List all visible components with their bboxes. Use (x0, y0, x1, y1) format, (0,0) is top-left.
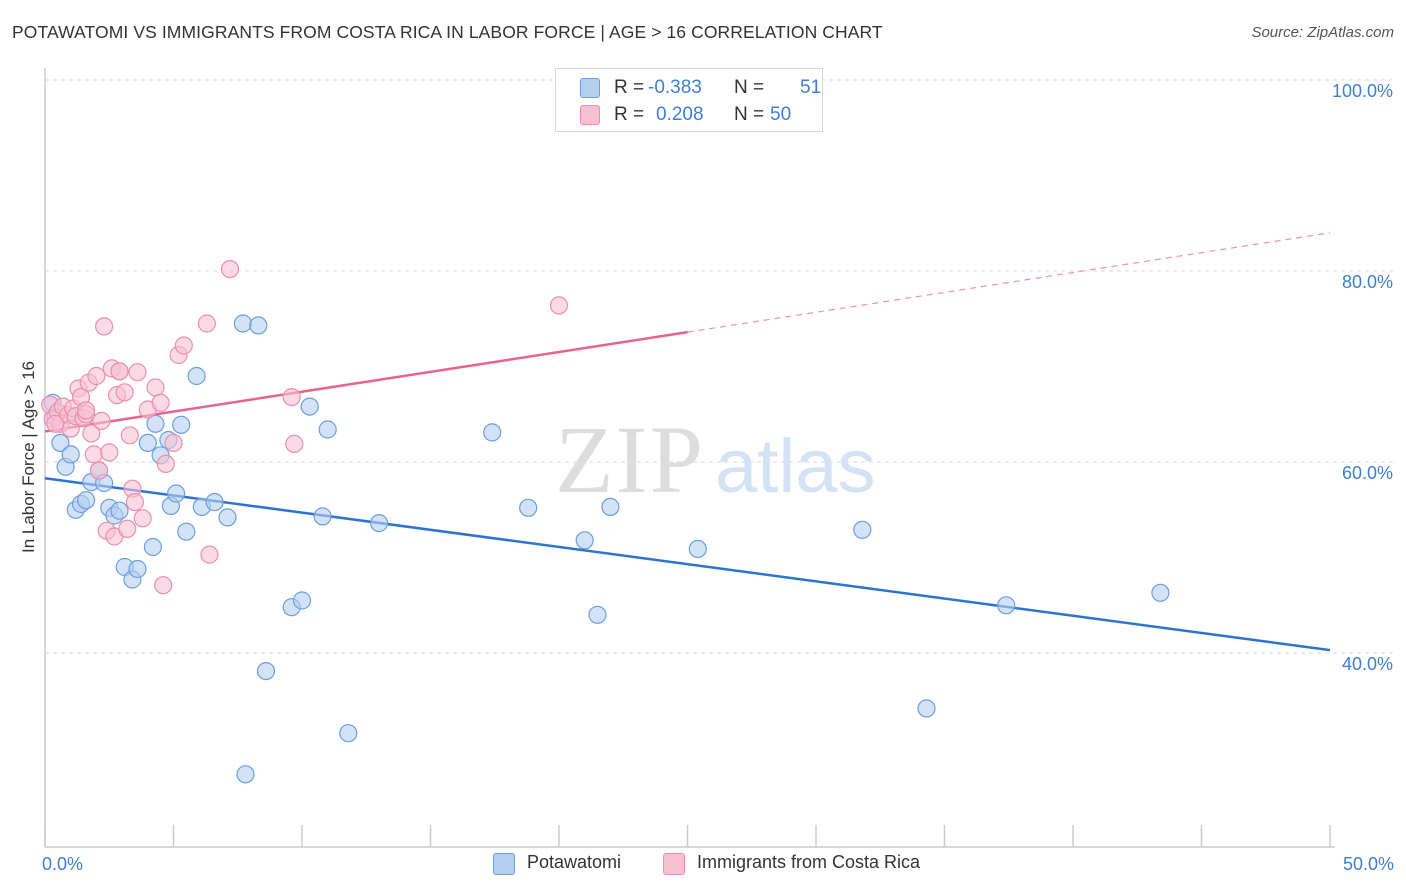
n-label: N = (734, 77, 765, 98)
legend-swatch-pink (580, 105, 600, 125)
point-costa-rica (84, 445, 103, 464)
r-value: 0.208 (656, 104, 704, 125)
point-costa-rica (151, 393, 170, 412)
point-potawatomi (143, 537, 162, 557)
chart-title: POTAWATOMI VS IMMIGRANTS FROM COSTA RICA… (12, 22, 883, 42)
point-costa-rica (110, 362, 129, 381)
point-costa-rica (220, 260, 240, 279)
point-potawatomi (110, 501, 129, 520)
legend-swatch-blue (493, 853, 515, 875)
point-potawatomi (76, 491, 96, 510)
point-costa-rica (285, 434, 304, 453)
point-costa-rica (154, 576, 173, 595)
point-costa-rica (125, 493, 144, 512)
stats-legend: R = -0.383 N = 51 R = 0.208 N = 50 (555, 68, 823, 132)
r-value: -0.383 (648, 77, 702, 98)
point-costa-rica (174, 336, 193, 355)
axis-layer (44, 68, 1335, 848)
point-potawatomi (146, 414, 165, 433)
y-tick-label: 80.0% (1342, 272, 1393, 292)
point-potawatomi (256, 661, 276, 681)
point-costa-rica (100, 443, 119, 462)
point-potawatomi (177, 522, 196, 541)
point-potawatomi (128, 559, 147, 579)
point-potawatomi (61, 445, 80, 464)
point-potawatomi (233, 314, 252, 333)
points-layer (40, 260, 1170, 784)
point-potawatomi (292, 591, 312, 610)
point-costa-rica (164, 433, 183, 452)
point-costa-rica (118, 519, 137, 539)
point-potawatomi (249, 316, 268, 335)
point-potawatomi (339, 724, 358, 743)
point-potawatomi (300, 397, 319, 416)
point-potawatomi (51, 433, 70, 452)
point-potawatomi (853, 520, 872, 539)
point-potawatomi (1151, 583, 1170, 602)
point-costa-rica (94, 317, 114, 336)
point-costa-rica (133, 509, 152, 528)
series-legend-label: Potawatomi (527, 852, 622, 872)
point-costa-rica (87, 366, 106, 386)
point-costa-rica (46, 414, 65, 433)
r-label: R = (614, 77, 645, 98)
watermark-zip: ZIP (555, 406, 705, 513)
point-costa-rica (89, 461, 109, 480)
point-potawatomi (519, 498, 538, 517)
x-tick-label: 0.0% (42, 854, 83, 874)
point-costa-rica (92, 411, 111, 430)
point-costa-rica (200, 545, 219, 564)
point-costa-rica (120, 426, 139, 445)
point-costa-rica (76, 401, 96, 420)
r-label: R = (614, 104, 645, 125)
n-value: 50 (770, 104, 792, 125)
label-layer: 40.0% 60.0% 80.0% 100.0% 0.0% 50.0% In Labor F… (19, 81, 1394, 874)
point-costa-rica (146, 378, 165, 397)
grid-layer (45, 79, 1395, 654)
chart-source: Source: ZipAtlas.com (1251, 24, 1394, 41)
point-costa-rica (156, 454, 175, 473)
point-potawatomi (138, 433, 157, 452)
legend-swatch-pink (663, 853, 685, 875)
x-tick-label: 50.0% (1343, 854, 1394, 874)
y-tick-label: 40.0% (1342, 654, 1393, 674)
point-costa-rica (128, 363, 147, 382)
watermark: ZIP atlas (555, 406, 876, 513)
point-potawatomi (997, 596, 1016, 615)
point-potawatomi (688, 539, 707, 559)
point-potawatomi (370, 513, 389, 533)
point-potawatomi (205, 493, 224, 512)
point-potawatomi (575, 531, 594, 550)
point-potawatomi (917, 699, 936, 718)
trend-line-potawatomi (44, 476, 1331, 652)
point-potawatomi (483, 423, 502, 442)
y-axis-title: In Labor Force | Age > 16 (19, 361, 38, 553)
point-potawatomi (601, 497, 620, 516)
n-value: 51 (800, 77, 822, 98)
point-potawatomi (218, 508, 237, 527)
point-potawatomi (172, 415, 191, 434)
point-potawatomi (167, 484, 186, 503)
point-potawatomi (313, 507, 332, 526)
y-tick-label: 60.0% (1342, 463, 1393, 483)
point-costa-rica (82, 424, 101, 443)
point-potawatomi (236, 765, 255, 784)
n-label: N = (734, 104, 765, 125)
legend-swatch-blue (580, 78, 600, 98)
point-potawatomi (318, 420, 337, 439)
y-tick-label: 100.0% (1332, 81, 1393, 101)
point-costa-rica (282, 388, 301, 407)
point-potawatomi (187, 366, 206, 386)
point-costa-rica (197, 314, 216, 333)
series-legend-label: Immigrants from Costa Rica (697, 852, 921, 872)
point-costa-rica (549, 296, 569, 315)
point-potawatomi (588, 605, 607, 624)
point-costa-rica (115, 383, 134, 402)
trend-line-costa-rica-extrapolated (687, 232, 1331, 333)
watermark-atlas: atlas (715, 424, 876, 509)
